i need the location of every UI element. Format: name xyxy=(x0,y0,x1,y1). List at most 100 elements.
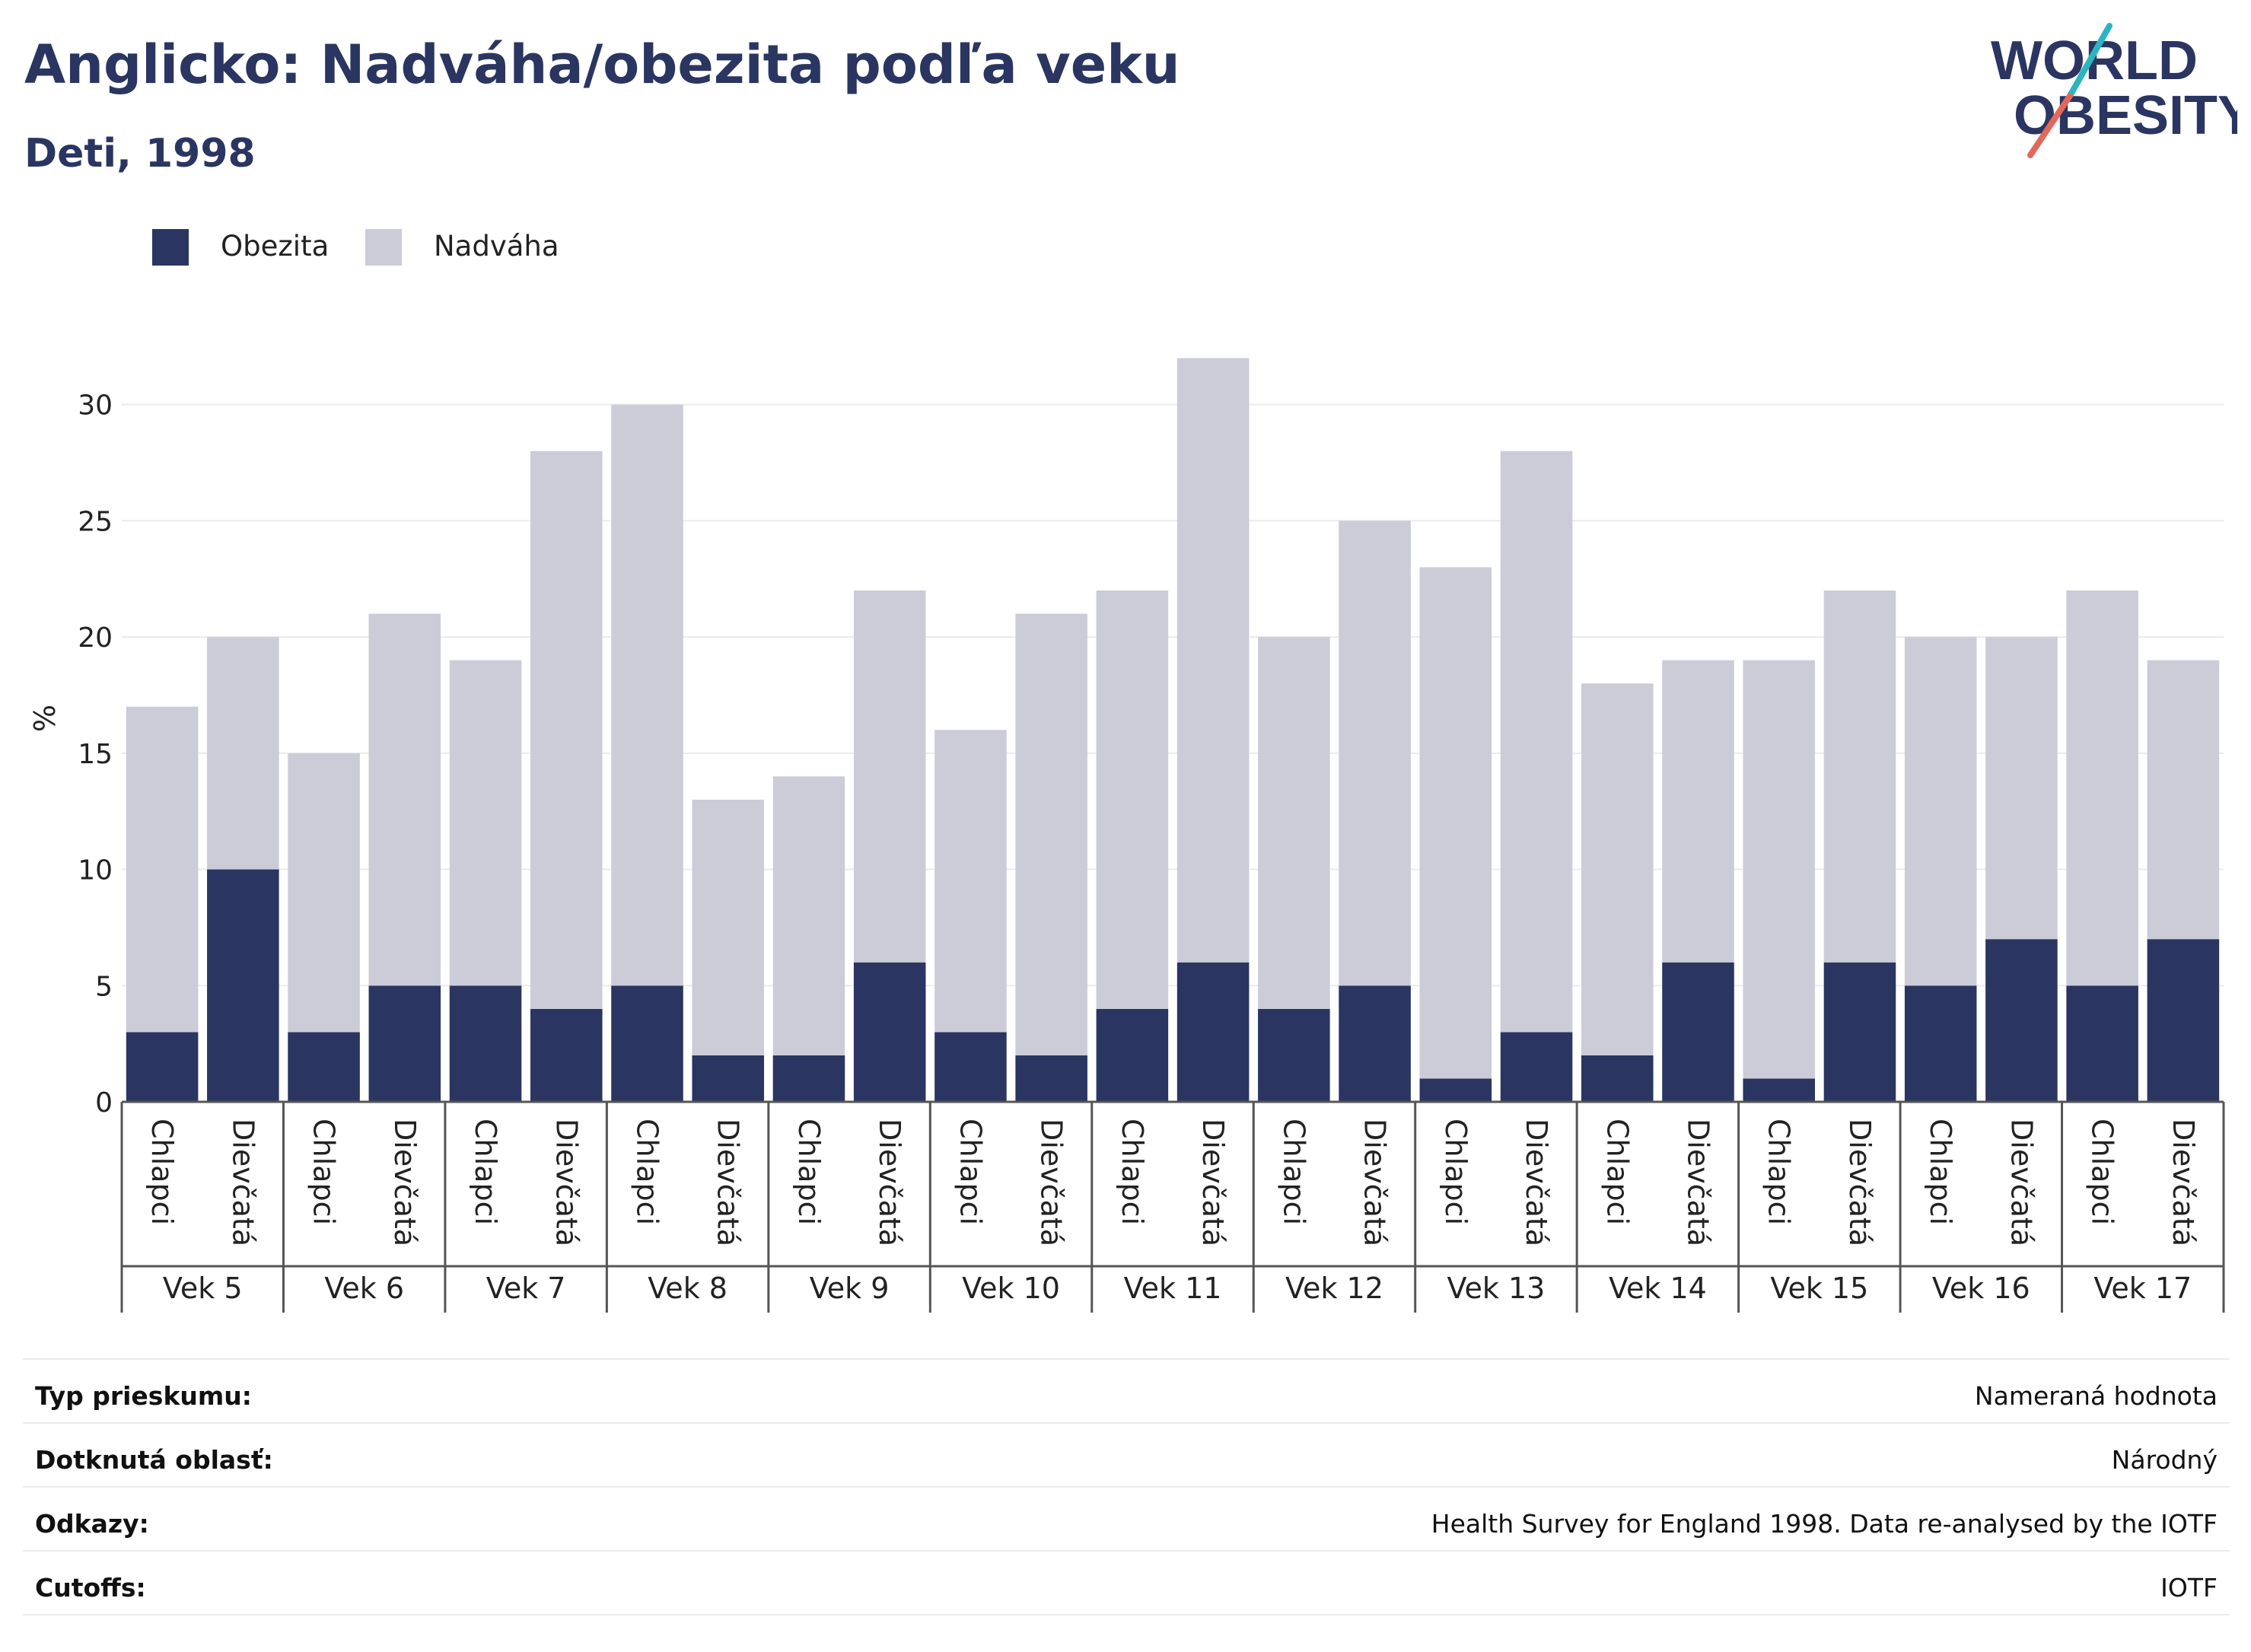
legend-label-obezita: Obezita xyxy=(221,230,330,263)
group-label: Vek 10 xyxy=(962,1272,1060,1305)
subcategory-label: Chlapci xyxy=(145,1119,179,1225)
logo-accent-teal xyxy=(2067,23,2113,99)
group-label: Vek 5 xyxy=(163,1272,243,1305)
bar-obezita xyxy=(1419,1078,1492,1102)
bar-nadvaha xyxy=(449,660,522,986)
bar-nadvaha xyxy=(1015,613,1087,1055)
metadata-table: Typ prieskumu: Nameraná hodnota Dotknutá… xyxy=(23,1358,2230,1615)
y-tick-label: 20 xyxy=(78,622,113,654)
meta-label: Odkazy: xyxy=(35,1509,149,1539)
meta-value: Nameraná hodnota xyxy=(1974,1381,2218,1411)
bar-nadvaha xyxy=(1662,660,1734,963)
legend-swatch-obezita xyxy=(152,229,189,266)
group-label: Vek 9 xyxy=(810,1272,890,1305)
subcategory-label: Dievčatá xyxy=(2004,1119,2038,1246)
subcategory-label: Dievčatá xyxy=(873,1119,906,1246)
group-label: Vek 7 xyxy=(486,1272,566,1305)
bar-nadvaha xyxy=(1743,660,1816,1079)
bar-nadvaha xyxy=(1581,683,1654,1055)
bar-obezita xyxy=(126,1032,199,1102)
subcategory-label: Dievčatá xyxy=(226,1119,259,1246)
subcategory-label: Chlapci xyxy=(2086,1119,2119,1225)
bar-obezita xyxy=(1258,1008,1330,1102)
subcategory-label: Chlapci xyxy=(1762,1119,1796,1225)
bar-obezita xyxy=(449,985,522,1102)
subcategory-label: Dievčatá xyxy=(2167,1119,2200,1246)
group-label: Vek 15 xyxy=(1770,1272,1868,1305)
subcategory-label: Chlapci xyxy=(1924,1119,1957,1225)
bar-nadvaha xyxy=(1176,358,1250,963)
bar-obezita xyxy=(1176,962,1250,1102)
bar-nadvaha xyxy=(1904,637,1977,986)
bar-nadvaha xyxy=(1096,590,1169,1009)
subcategory-label: Dievčatá xyxy=(1035,1119,1068,1246)
bar-obezita xyxy=(1985,939,2058,1102)
y-tick-label: 15 xyxy=(78,739,113,770)
subcategory-label: Dievčatá xyxy=(1682,1119,1715,1246)
subcategory-label: Chlapci xyxy=(1277,1119,1310,1225)
meta-label: Cutoffs: xyxy=(35,1573,146,1603)
chart-title: Anglicko: Nadváha/obezita podľa veku xyxy=(24,33,1180,96)
y-axis-label: % xyxy=(28,705,62,732)
meta-value: Health Survey for England 1998. Data re-… xyxy=(1431,1509,2218,1539)
subcategory-label: Dievčatá xyxy=(1843,1119,1877,1246)
meta-row-references: Odkazy: Health Survey for England 1998. … xyxy=(23,1486,2230,1550)
bar-obezita xyxy=(772,1055,845,1102)
stacked-bar-chart: 0 5 10 15 20 25 30% Vek 5 Vek 6 Vek 7 Vek 8 Vek 9 Ve… xyxy=(28,358,2225,1313)
bar-obezita xyxy=(207,869,279,1102)
bar-nadvaha xyxy=(1823,590,1896,963)
subcategory-label: Chlapci xyxy=(469,1119,502,1225)
bar-obezita xyxy=(1743,1078,1816,1102)
subcategory-label: Dievčatá xyxy=(1196,1119,1230,1246)
group-label: Vek 8 xyxy=(648,1272,728,1305)
meta-row-area: Dotknutá oblasť: Národný xyxy=(23,1422,2230,1486)
meta-row-survey-type: Typ prieskumu: Nameraná hodnota xyxy=(23,1358,2230,1422)
bar-nadvaha xyxy=(2147,660,2220,940)
bar-obezita xyxy=(1904,985,1977,1102)
subcategory-label: Dievčatá xyxy=(1520,1119,1553,1246)
bar-obezita xyxy=(1339,985,1411,1102)
bar-nadvaha xyxy=(530,450,603,1009)
bar-nadvaha xyxy=(1419,567,1492,1079)
bar-nadvaha xyxy=(1985,637,2058,940)
subcategory-label: Dievčatá xyxy=(712,1119,745,1246)
logo-accent-coral xyxy=(2027,93,2073,158)
bar-obezita xyxy=(2066,985,2138,1102)
bar-nadvaha xyxy=(611,404,683,986)
group-label: Vek 17 xyxy=(2093,1272,2192,1305)
bar-obezita xyxy=(530,1008,603,1102)
subcategory-label: Dievčatá xyxy=(388,1119,422,1246)
chart-subtitle: Deti, 1998 xyxy=(24,131,256,177)
bar-nadvaha xyxy=(1258,637,1330,1009)
logo-line2: OBESITY xyxy=(2014,85,2237,146)
group-label: Vek 13 xyxy=(1447,1272,1545,1305)
bar-obezita xyxy=(368,985,441,1102)
bar-obezita xyxy=(1500,1032,1573,1102)
y-tick-label: 30 xyxy=(78,390,113,422)
bar-obezita xyxy=(1096,1008,1169,1102)
meta-value: IOTF xyxy=(2160,1573,2218,1603)
bar-nadvaha xyxy=(288,753,360,1033)
bar-nadvaha xyxy=(1500,450,1573,1033)
legend-label-nadvaha: Nadváha xyxy=(434,230,559,263)
bar-nadvaha xyxy=(772,776,845,1055)
bar-obezita xyxy=(853,962,926,1102)
bar-obezita xyxy=(1581,1055,1654,1102)
world-obesity-logo: WORLD OBESITY xyxy=(1991,23,2237,158)
bar-nadvaha xyxy=(2066,590,2138,986)
meta-label: Typ prieskumu: xyxy=(35,1381,252,1411)
logo-line1: WORLD xyxy=(1991,30,2198,91)
legend-swatch-nadvaha xyxy=(365,229,402,266)
subcategory-label: Chlapci xyxy=(631,1119,664,1225)
meta-row-cutoffs: Cutoffs: IOTF xyxy=(23,1550,2230,1615)
bar-nadvaha xyxy=(853,590,926,963)
subcategory-label: Dievčatá xyxy=(1358,1119,1392,1246)
bar-obezita xyxy=(1823,962,1896,1102)
bar-nadvaha xyxy=(368,613,441,986)
subcategory-label: Chlapci xyxy=(1439,1119,1473,1225)
bar-obezita xyxy=(1662,962,1734,1102)
subcategory-label: Chlapci xyxy=(792,1119,826,1225)
y-tick-label: 10 xyxy=(78,855,113,886)
group-label: Vek 14 xyxy=(1609,1272,1707,1305)
bar-nadvaha xyxy=(692,799,765,1055)
